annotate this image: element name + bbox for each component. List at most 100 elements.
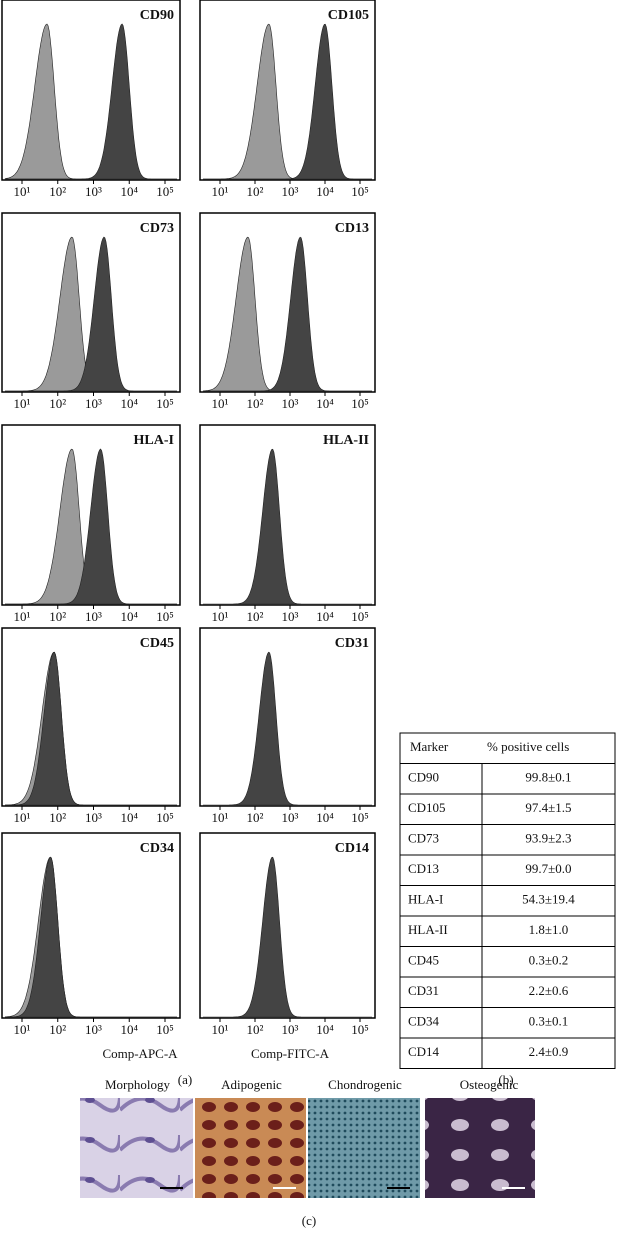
x-axis-title: Comp-FITC-A <box>251 1046 330 1061</box>
x-tick-label: 10⁵ <box>156 396 174 411</box>
x-tick-label: 10¹ <box>14 609 31 624</box>
micrograph <box>80 1098 193 1198</box>
histogram <box>203 23 372 180</box>
x-tick-label: 10⁴ <box>120 810 138 825</box>
x-tick-label: 10⁵ <box>156 810 174 825</box>
table: Marker % positive cells CD90 99.8±0.1 CD105 9… <box>399 732 616 1069</box>
table-cell: HLA-II <box>408 922 448 937</box>
table-cell: 1.8±1.0 <box>529 922 569 937</box>
histogram <box>203 856 372 1018</box>
histogram <box>203 448 372 605</box>
x-tick-label: 10¹ <box>212 609 229 624</box>
micrograph <box>308 1098 420 1198</box>
x-tick-label: 10³ <box>282 1022 299 1037</box>
x-tick-label: 10³ <box>282 810 299 825</box>
plot-frame <box>199 424 376 606</box>
table-cell: CD14 <box>408 1044 440 1059</box>
x-tick-label: 10¹ <box>14 396 31 411</box>
marker-label: CD31 <box>335 636 369 651</box>
x-tick-label: 10⁵ <box>351 396 369 411</box>
marker-label: CD45 <box>140 636 174 651</box>
x-tick-label: 10⁴ <box>120 396 138 411</box>
x-tick-label: 10⁴ <box>316 609 334 624</box>
micrograph <box>195 1098 306 1198</box>
table-cell: HLA-I <box>408 892 443 907</box>
table-cell: 54.3±19.4 <box>522 892 575 907</box>
x-tick-label: 10⁴ <box>316 184 334 199</box>
plot-frame <box>199 832 376 1019</box>
plot-frame <box>1 627 181 807</box>
x-tick-label: 10¹ <box>14 810 31 825</box>
panel-label: (c) <box>302 1213 316 1228</box>
x-tick-label: 10³ <box>282 396 299 411</box>
x-tick-label: 10¹ <box>14 184 31 199</box>
x-tick-label: 10² <box>247 1022 264 1037</box>
x-tick-label: 10² <box>49 1022 66 1037</box>
x-axis-title: Comp-APC-A <box>102 1046 178 1061</box>
image-caption: Osteogenic <box>460 1077 519 1092</box>
marker-label: CD14 <box>335 841 369 856</box>
histogram <box>5 448 177 605</box>
table-cell: CD13 <box>408 861 439 876</box>
table-header: % positive cells <box>487 739 569 754</box>
x-tick-label: 10² <box>49 609 66 624</box>
x-tick-label: 10² <box>247 184 264 199</box>
images: Morphology Adipogenic Chondrogenic Osteogen… <box>80 1077 535 1198</box>
table-cell: 99.8±0.1 <box>525 770 571 785</box>
table-cell: 2.4±0.9 <box>529 1044 569 1059</box>
x-tick-label: 10³ <box>85 609 102 624</box>
histogram <box>203 651 372 806</box>
plot-frame <box>199 0 376 181</box>
x-tick-label: 10² <box>49 810 66 825</box>
table-cell: 0.3±0.1 <box>529 1014 569 1029</box>
x-tick-label: 10³ <box>85 184 102 199</box>
marker-label: CD13 <box>335 221 369 236</box>
x-tick-label: 10² <box>247 396 264 411</box>
x-tick-label: 10¹ <box>212 810 229 825</box>
x-tick-label: 10⁵ <box>156 609 174 624</box>
image-caption: Chondrogenic <box>328 1077 402 1092</box>
histogram <box>5 651 177 806</box>
x-tick-label: 10⁴ <box>120 609 138 624</box>
plot-frame <box>1 0 181 181</box>
x-tick-label: 10⁴ <box>316 810 334 825</box>
image-caption: Adipogenic <box>221 1077 282 1092</box>
marker-label: CD90 <box>140 8 174 23</box>
table-cell: CD34 <box>408 1014 440 1029</box>
x-tick-label: 10⁴ <box>120 1022 138 1037</box>
x-tick-label: 10² <box>247 810 264 825</box>
histogram <box>5 651 177 806</box>
table-header: Marker <box>410 739 449 754</box>
x-tick-label: 10⁴ <box>316 1022 334 1037</box>
x-tick-label: 10⁴ <box>316 396 334 411</box>
table-cell: 0.3±0.2 <box>529 953 569 968</box>
x-tick-label: 10³ <box>85 810 102 825</box>
marker-label: HLA-II <box>323 433 369 448</box>
x-tick-label: 10⁵ <box>156 1022 174 1037</box>
x-tick-label: 10³ <box>282 184 299 199</box>
table-cell: CD45 <box>408 953 439 968</box>
plot-frame <box>199 627 376 807</box>
x-tick-label: 10⁵ <box>351 810 369 825</box>
micrograph <box>425 1098 535 1198</box>
marker-label: CD73 <box>140 221 174 236</box>
x-tick-label: 10² <box>49 396 66 411</box>
table-cell: CD90 <box>408 770 439 785</box>
histogram <box>5 236 177 392</box>
x-tick-label: 10⁵ <box>351 1022 369 1037</box>
x-tick-label: 10¹ <box>212 184 229 199</box>
x-tick-label: 10² <box>49 184 66 199</box>
x-tick-label: 10¹ <box>14 1022 31 1037</box>
x-tick-label: 10² <box>247 609 264 624</box>
panel-label: (a) <box>178 1072 192 1087</box>
x-tick-label: 10⁴ <box>120 184 138 199</box>
x-tick-label: 10⁵ <box>351 609 369 624</box>
x-tick-label: 10⁵ <box>156 184 174 199</box>
x-tick-label: 10³ <box>282 609 299 624</box>
image-caption: Morphology <box>105 1077 171 1092</box>
table-cell: CD31 <box>408 983 439 998</box>
table-cell: 97.4±1.5 <box>525 800 571 815</box>
marker-label: CD34 <box>140 841 174 856</box>
table-cell: 2.2±0.6 <box>529 983 569 998</box>
